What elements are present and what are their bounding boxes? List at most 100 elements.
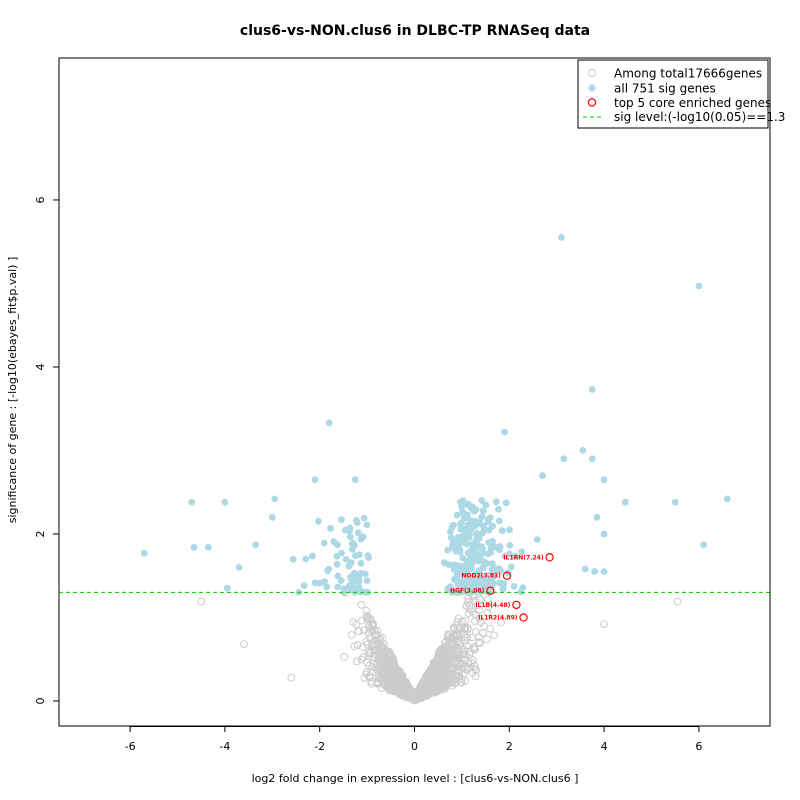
sig-gene-point: [353, 517, 360, 524]
sig-gene-point: [723, 495, 731, 503]
background-gene-point: [484, 602, 493, 611]
sig-gene-point: [479, 507, 487, 515]
sig-gene-point: [492, 498, 500, 506]
background-gene-point: [433, 668, 442, 676]
sig-gene-point: [470, 543, 478, 551]
background-gene-point: [444, 639, 453, 648]
core-gene-point: [545, 553, 554, 562]
background-gene-point: [379, 667, 387, 675]
sig-gene-point: [342, 526, 349, 534]
sig-gene-point: [363, 521, 371, 529]
background-gene-point: [358, 643, 367, 652]
background-gene-point: [374, 656, 382, 664]
sig-gene-point: [495, 517, 503, 525]
sig-gene-point: [479, 549, 487, 557]
sig-gene-point: [362, 570, 369, 578]
background-gene-point: [410, 695, 419, 704]
sig-gene-point: [289, 555, 297, 563]
background-gene-point: [363, 614, 371, 622]
sig-gene-point: [300, 582, 308, 589]
background-gene-point: [370, 635, 379, 644]
background-gene-point: [472, 666, 480, 675]
background-gene-point: [373, 659, 381, 668]
background-gene-point: [444, 630, 453, 639]
background-gene-point: [402, 686, 411, 694]
x-tick-label: -2: [314, 740, 325, 753]
background-gene-point: [402, 683, 411, 691]
sig-gene-point: [506, 526, 513, 534]
background-gene-point: [453, 618, 462, 626]
background-gene-point: [455, 631, 464, 640]
sig-gene-point: [506, 550, 513, 558]
background-gene-point: [197, 597, 206, 606]
sig-gene-point: [700, 541, 707, 549]
sig-gene-point: [334, 541, 341, 549]
background-gene-point: [374, 679, 383, 688]
background-gene-point: [600, 620, 608, 628]
sig-gene-point: [357, 588, 364, 595]
background-gene-point: [371, 646, 379, 655]
sig-gene-point: [500, 580, 508, 587]
background-gene-point: [466, 605, 474, 614]
background-gene-point: [373, 627, 382, 635]
sig-gene-point: [476, 580, 483, 588]
core-gene-point: [519, 613, 528, 622]
background-gene-point: [483, 635, 492, 644]
y-tick-label: 4: [34, 363, 47, 370]
background-gene-point: [397, 682, 406, 691]
sig-gene-point: [579, 447, 587, 454]
background-gene-point: [483, 609, 492, 617]
sig-gene-point: [485, 526, 493, 534]
sig-gene-point: [188, 498, 196, 506]
background-gene-point: [347, 631, 356, 639]
background-gene-point: [362, 670, 371, 679]
sig-gene-point: [482, 501, 490, 509]
sig-gene-point: [346, 582, 354, 589]
background-gene-point: [429, 688, 437, 697]
core-genes-layer: IL1RN(7.24) NOD2(3.83) HGF(3.08) IL1B(4.48)…: [450, 553, 554, 622]
sig-gene-point: [533, 536, 541, 543]
sig-gene-point: [489, 565, 497, 572]
x-tick-label: -4: [219, 740, 230, 753]
sig-gene-point: [221, 498, 229, 506]
sig-gene-point: [494, 544, 502, 551]
x-tick-label: 2: [506, 740, 513, 753]
core-gene-point: [512, 600, 521, 610]
legend-core-marker: [587, 98, 597, 107]
sig-gene-point: [444, 585, 452, 593]
sig-gene-point: [485, 582, 493, 590]
background-gene-point: [383, 657, 391, 666]
background-gene-point: [435, 659, 444, 668]
background-gene-point: [449, 634, 457, 643]
sig-gene-point: [360, 514, 368, 522]
sig-gene-point: [453, 511, 461, 519]
sig-gene-point: [453, 573, 461, 581]
sig-gene-point: [356, 551, 363, 559]
sig-gene-point: [588, 455, 596, 463]
background-gene-point: [443, 667, 451, 676]
sig-gene-point: [507, 563, 515, 571]
sig-gene-point: [340, 589, 348, 596]
background-gene-point: [434, 676, 443, 684]
background-gene-point: [370, 627, 379, 635]
background-gene-point: [451, 679, 460, 687]
sig-gene-point: [517, 588, 525, 596]
sig-gene-point: [311, 579, 319, 587]
sig-gene-point: [223, 584, 231, 592]
background-gene-point: [389, 687, 398, 696]
sig-gene-point: [252, 541, 260, 549]
sig-gene-point: [459, 497, 467, 505]
sig-gene-point: [489, 537, 496, 545]
sig-gene-point: [475, 543, 483, 551]
legend-box: [577, 59, 769, 129]
background-gene-point: [357, 600, 366, 609]
background-gene-point: [412, 691, 421, 699]
sig-gene-point: [512, 552, 519, 560]
core-gene-point: [486, 586, 495, 595]
background-gene-point: [440, 657, 449, 666]
sig-gene-point: [476, 571, 484, 578]
background-gene-point: [433, 680, 442, 689]
sig-gene-point: [271, 495, 279, 503]
background-gene-point: [438, 684, 447, 693]
background-gene-point: [461, 616, 470, 625]
